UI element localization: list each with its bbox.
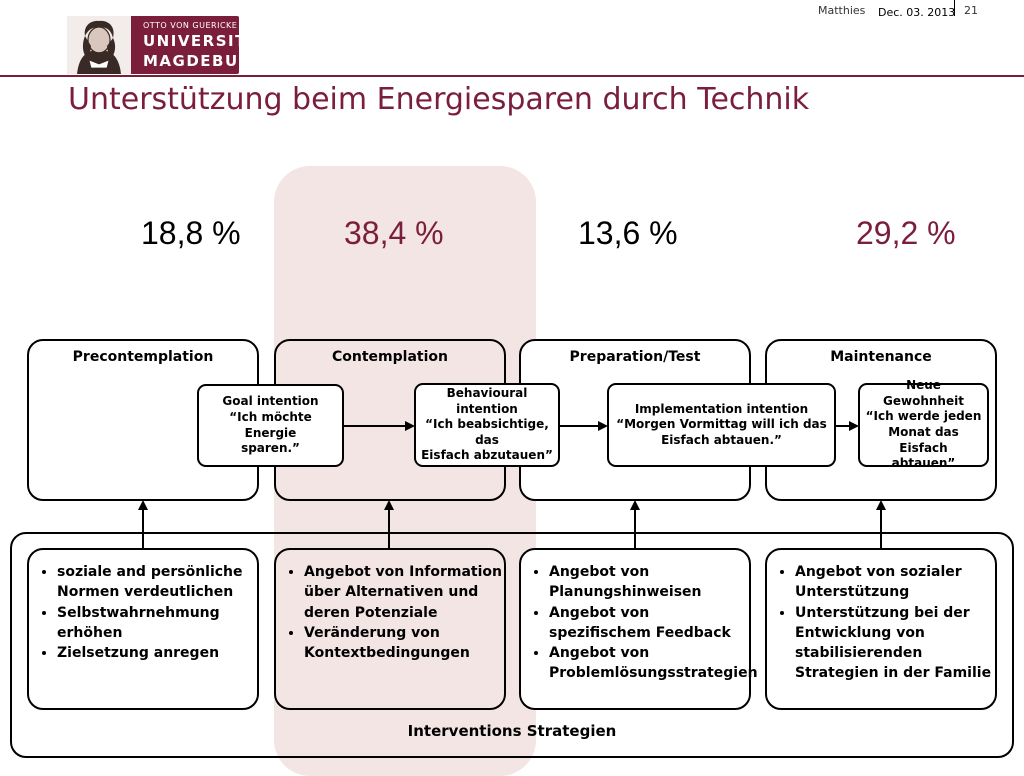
logo-text-line3: MAGDEBURG — [143, 52, 239, 70]
intervention-list-contemplation: Angebot von Information über Alternative… — [276, 562, 504, 663]
slide-title: Unterstützung beim Energiesparen durch T… — [68, 82, 810, 117]
implementation-intention-line2: “Morgen Vormittag will ich das — [616, 417, 827, 432]
percent-maintenance: 29,2 % — [856, 215, 956, 251]
stage-title-maintenance: Maintenance — [830, 349, 932, 365]
intervention-item: Unterstützung bei der Entwicklung von st… — [795, 603, 995, 684]
intervention-item: soziale and persönliche Normen verdeutli… — [57, 562, 257, 603]
new-habit-line2: “Ich werde jeden — [865, 409, 982, 424]
intervention-box-preparation: Angebot von Planungshinweisen Angebot vo… — [519, 548, 758, 710]
implementation-intention-line3: Eisfach abtauen.” — [661, 432, 782, 447]
header-rule — [0, 75, 1024, 77]
intervention-list-maintenance: Angebot von sozialer Unterstützung Unter… — [767, 562, 995, 684]
intervention-box-contemplation: Angebot von Information über Alternative… — [274, 548, 506, 710]
new-habit-line1: Neue Gewohnheit — [883, 378, 964, 408]
behavioural-intention-line3: Eisfach abzutauen” — [421, 448, 553, 463]
contemplation-highlight — [274, 166, 536, 776]
intervention-item: Angebot von Problemlösungsstrategien — [549, 643, 758, 684]
header-separator — [954, 0, 955, 16]
new-habit-line3: Monat das Eisfach — [888, 425, 959, 455]
guericke-portrait-icon — [67, 16, 131, 74]
intervention-box-precontemplation: soziale and persönliche Normen verdeutli… — [27, 548, 259, 710]
page-number: 21 — [964, 4, 978, 17]
implementation-intention-box: Implementation intention “Morgen Vormitt… — [607, 383, 836, 467]
goal-intention-line2: “Ich möchte Energie — [229, 409, 312, 440]
logo-text-line1: OTTO VON GUERICKE — [143, 21, 238, 30]
intervention-item: Zielsetzung anregen — [57, 643, 257, 663]
slide-date: Dec. 03. 2013 — [878, 6, 956, 19]
intervention-box-maintenance: Angebot von sozialer Unterstützung Unter… — [765, 548, 997, 710]
goal-intention-box: Goal intention “Ich möchte Energie spare… — [197, 384, 344, 467]
author-name: Matthies — [818, 4, 866, 17]
interventions-label: Interventions Strategien — [407, 722, 617, 740]
intervention-item: Angebot von Information über Alternative… — [304, 562, 504, 623]
stage-title-contemplation: Contemplation — [332, 349, 448, 365]
behavioural-intention-line2: “Ich beabsichtige, das — [425, 417, 549, 447]
new-habit-box: Neue Gewohnheit “Ich werde jeden Monat d… — [858, 378, 989, 470]
intervention-item: Veränderung von Kontextbedingungen — [304, 623, 504, 664]
logo-text-line2: UNIVERSITÄT — [143, 32, 239, 50]
goal-intention-line1: Goal intention — [222, 394, 319, 409]
percent-contemplation: 38,4 % — [344, 215, 444, 251]
intervention-item: Angebot von sozialer Unterstützung — [795, 562, 995, 603]
implementation-intention-line1: Implementation intention — [634, 401, 809, 416]
goal-intention-line3: sparen.” — [241, 441, 300, 456]
interventions-container — [10, 532, 1014, 758]
percent-precontemplation: 18,8 % — [141, 215, 241, 251]
new-habit-line4: abtauen” — [891, 456, 956, 471]
intervention-list-precontemplation: soziale and persönliche Normen verdeutli… — [29, 562, 257, 663]
behavioural-intention-box: Behavioural intention “Ich beabsichtige,… — [414, 383, 560, 467]
stage-title-precontemplation: Precontemplation — [72, 349, 214, 365]
behavioural-intention-line1: Behavioural intention — [446, 386, 528, 416]
percent-preparation: 13,6 % — [578, 215, 678, 251]
intervention-item: Angebot von spezifischem Feedback — [549, 603, 749, 644]
stage-title-preparation: Preparation/Test — [569, 349, 701, 365]
intervention-list-preparation: Angebot von Planungshinweisen Angebot vo… — [521, 562, 758, 684]
intervention-item: Angebot von Planungshinweisen — [549, 562, 749, 603]
university-logo: OTTO VON GUERICKE UNIVERSITÄT MAGDEBURG — [67, 16, 239, 74]
intervention-item: Selbstwahrnehmung erhöhen — [57, 603, 257, 644]
